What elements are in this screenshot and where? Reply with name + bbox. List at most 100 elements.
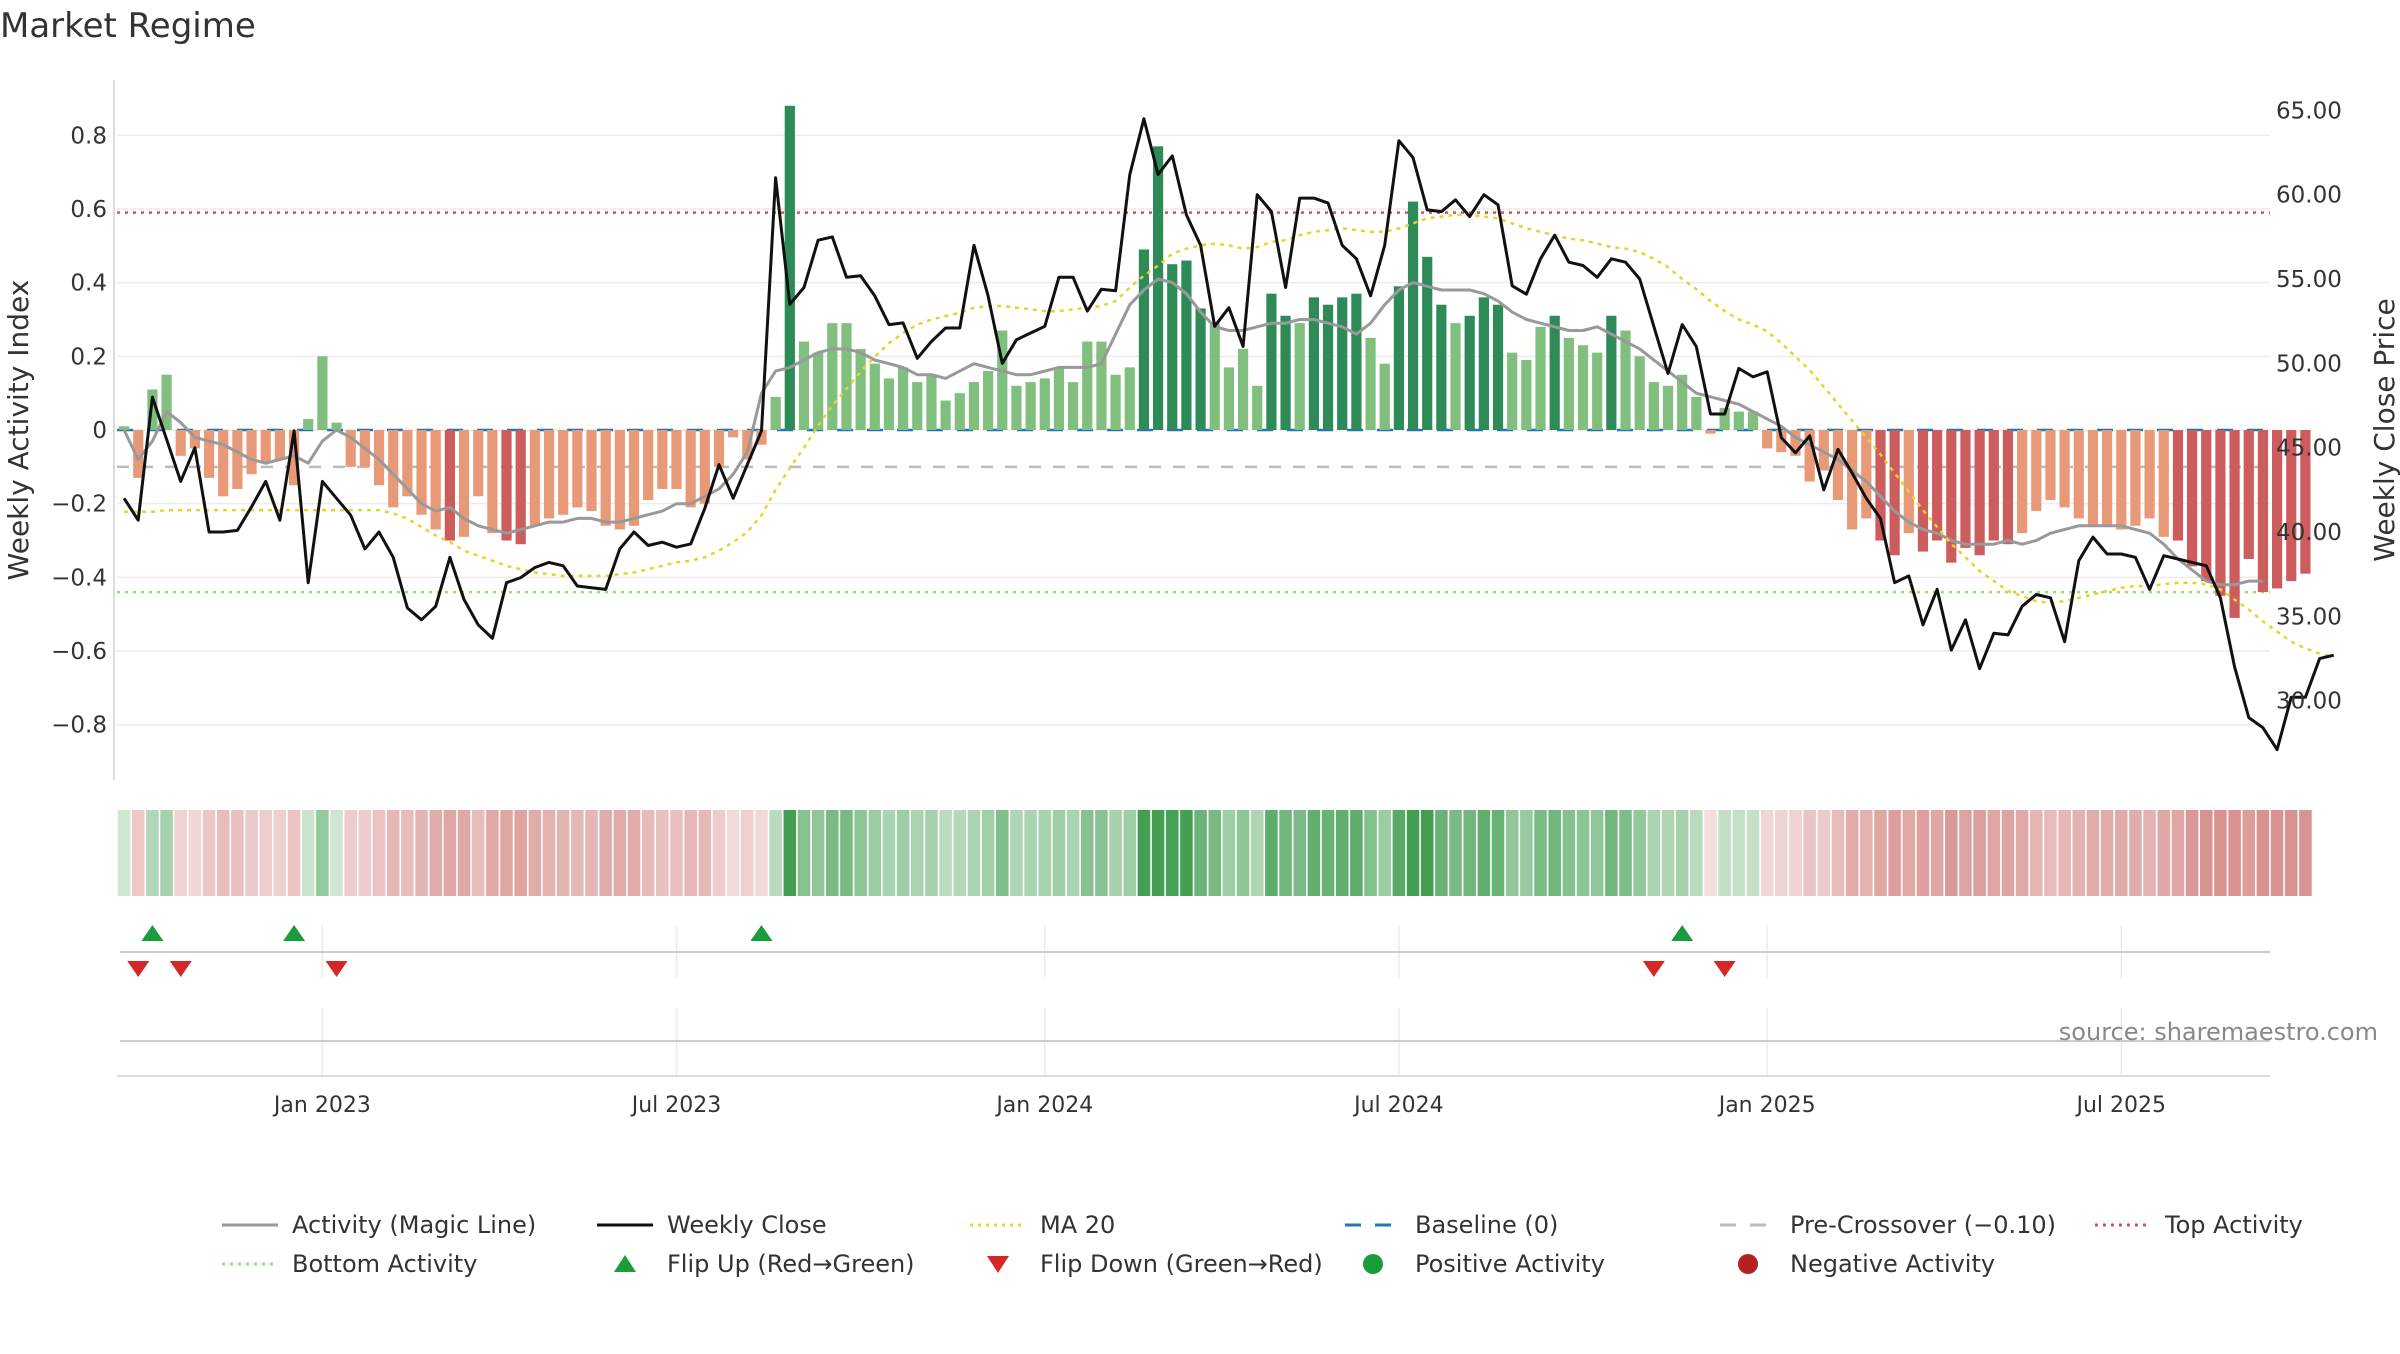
heat-strip-cell xyxy=(840,810,853,896)
activity-bar xyxy=(869,363,880,430)
chart-title: Market Regime xyxy=(0,6,256,46)
activity-bar xyxy=(1068,382,1079,430)
heat-strip-cell xyxy=(1534,810,1547,896)
activity-bar xyxy=(1337,297,1348,430)
heat-strip-cell xyxy=(2299,810,2312,896)
heat-strip-cell xyxy=(1690,810,1703,896)
legend-item: Baseline (0) xyxy=(1345,1211,1558,1239)
y-left-tick-label: −0.6 xyxy=(51,639,107,665)
legend-label: Top Activity xyxy=(2164,1211,2303,1239)
heat-strip-cell xyxy=(2284,810,2298,896)
activity-bar xyxy=(317,356,328,430)
activity-bar xyxy=(1832,430,1844,500)
heat-strip-cell xyxy=(2114,810,2128,896)
activity-bar xyxy=(1606,315,1617,430)
legend-label: Positive Activity xyxy=(1415,1250,1605,1278)
legend-label: Bottom Activity xyxy=(292,1250,477,1278)
heat-strip-cell xyxy=(1902,810,1916,896)
activity-bar xyxy=(643,430,654,500)
heat-strip-cell xyxy=(2001,810,2015,896)
activity-bar xyxy=(671,430,682,489)
activity-bar xyxy=(1733,411,1744,430)
activity-bar xyxy=(501,430,512,541)
activity-bar xyxy=(912,382,923,430)
legend-swatch-dot xyxy=(1363,1254,1383,1274)
heat-strip-cell xyxy=(500,810,513,896)
legend-swatch-dot xyxy=(1738,1254,1758,1274)
activity-bar xyxy=(2116,430,2127,530)
activity-bar xyxy=(118,426,130,430)
heat-strip-cell xyxy=(316,810,329,896)
activity-bar xyxy=(614,430,625,530)
legend-item: Negative Activity xyxy=(1738,1250,1995,1278)
legend-label: Flip Down (Green→Red) xyxy=(1040,1250,1323,1278)
activity-bar xyxy=(699,430,710,504)
heat-strip-cell xyxy=(1775,810,1788,896)
y-right-tick-label: 50.00 xyxy=(2276,351,2342,377)
activity-bar xyxy=(855,348,866,430)
activity-bar xyxy=(288,430,300,486)
heat-strip-cell xyxy=(358,810,372,896)
y-right-tick-label: 60.00 xyxy=(2276,183,2342,209)
heat-strip-cell xyxy=(1746,810,1760,896)
activity-bar xyxy=(2102,430,2113,526)
activity-bar xyxy=(1705,430,1716,434)
heat-strip-cell xyxy=(1321,810,1335,896)
flip-up-marker xyxy=(1671,925,1694,941)
heat-strip-cell xyxy=(386,810,400,896)
activity-bar xyxy=(940,400,951,430)
activity-bar xyxy=(1620,330,1631,430)
flip-down-marker xyxy=(325,961,348,977)
flip-down-marker xyxy=(1713,961,1736,977)
activity-bar xyxy=(1662,385,1674,430)
activity-bar xyxy=(756,430,767,445)
activity-bar xyxy=(586,430,597,512)
heat-strip-cell xyxy=(174,810,188,896)
heat-strip-cell xyxy=(2214,810,2227,896)
heat-strip-cell xyxy=(1236,810,1250,896)
activity-bar xyxy=(770,396,781,430)
heat-strip-cell xyxy=(953,810,967,896)
activity-bar xyxy=(558,430,569,515)
y-left-tick-label: 0.6 xyxy=(70,197,107,223)
heat-strip-cell xyxy=(131,810,145,896)
heat-strip-cell xyxy=(1477,810,1491,896)
activity-bar xyxy=(543,430,555,519)
activity-bar xyxy=(728,430,739,438)
activity-bar xyxy=(444,430,455,541)
heat-strip-cell xyxy=(2199,810,2213,896)
heat-strip-cell xyxy=(1095,810,1108,896)
heat-strip-cell xyxy=(1123,810,1137,896)
heat-strip-cell xyxy=(1279,810,1292,896)
heat-strip-cell xyxy=(1350,810,1363,896)
activity-bar xyxy=(954,393,965,430)
activity-bar xyxy=(1507,352,1518,430)
activity-bar xyxy=(203,430,215,478)
activity-bar xyxy=(1138,249,1150,430)
activity-bar xyxy=(1521,360,1532,430)
legend-label: MA 20 xyxy=(1040,1211,1115,1239)
activity-bar xyxy=(1847,430,1858,530)
heat-strip-cell xyxy=(1463,810,1476,896)
heat-strip-cell xyxy=(1973,810,1986,896)
y-right-tick-label: 40.00 xyxy=(2276,520,2342,546)
weekly-close-series xyxy=(122,117,2335,752)
activity-bar xyxy=(430,430,441,530)
heat-strip-cell xyxy=(896,810,910,896)
heat-strip-cell xyxy=(2015,810,2029,896)
activity-bar xyxy=(2144,430,2155,519)
heat-strip-cell xyxy=(769,810,782,896)
heat-strip-cell xyxy=(415,810,428,896)
heat-strip-cell xyxy=(1803,810,1816,896)
legend: Activity (Magic Line) Weekly Close MA 20 Ba… xyxy=(222,1211,2303,1278)
legend-swatch-triangle-down xyxy=(987,1256,1009,1273)
activity-bar xyxy=(388,430,399,508)
activity-bar xyxy=(883,378,895,430)
heat-strip-cell xyxy=(882,810,896,896)
activity-bar xyxy=(2286,430,2297,582)
bottom-axis-panel: Jan 2023 Jul 2023 Jan 2024 Jul 2024 Jan 2025… xyxy=(117,1040,2270,1118)
heat-strip-cell xyxy=(2228,810,2241,896)
heat-strip-cell xyxy=(967,810,981,896)
heat-strip-cell xyxy=(726,810,740,896)
heat-strip-cell xyxy=(925,810,938,896)
